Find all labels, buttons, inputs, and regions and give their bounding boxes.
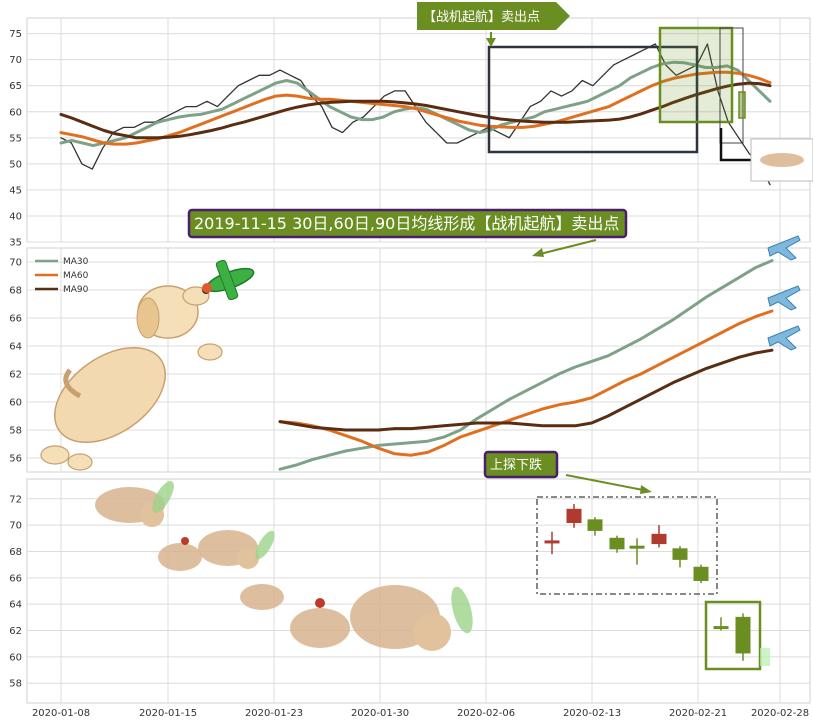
y-tick-label: 40 [9, 211, 22, 222]
rise-fall-box [483, 450, 559, 479]
plane-icon [767, 285, 801, 311]
banner-arrow-head [486, 38, 496, 47]
ma-title-arrow-head [532, 248, 544, 257]
legend-label-ma30: MA30 [63, 257, 89, 267]
ma-title-box [187, 208, 628, 239]
y-tick-label: 58 [9, 679, 22, 690]
rise-fall-text: 上探下跌 [490, 457, 542, 473]
plane-toy-illustration [202, 259, 255, 301]
y-tick-label: 60 [9, 107, 22, 118]
y-tick-label: 64 [9, 342, 22, 353]
series-ma90-price-panel [59, 81, 772, 140]
inset-thumbnail [750, 138, 813, 182]
y-tick-label: 50 [9, 159, 22, 170]
x-tick-label: 2020-01-23 [245, 708, 303, 719]
plane-icon [767, 235, 801, 261]
candle-signal-box [704, 600, 762, 671]
candle-body [629, 545, 645, 549]
x-tick-label: 2020-01-15 [139, 708, 197, 719]
y-tick-label: 64 [9, 600, 22, 611]
candle-body [651, 533, 667, 545]
y-tick-label: 65 [9, 81, 22, 92]
x-tick-label: 2020-01-30 [351, 708, 409, 719]
candle-body [735, 616, 751, 654]
y-tick-label: 60 [9, 398, 22, 409]
series-ma90-ma-panel [278, 348, 774, 432]
ma-title-text: 2019-11-15 30日,60日,90日均线形成【战机起航】卖出点 [194, 214, 619, 233]
y-tick-label: 62 [9, 370, 22, 381]
series-ma60-price-panel [59, 70, 772, 146]
annotation-rise-fall: 上探下跌 [483, 450, 652, 494]
annotation-ma-title: 2019-11-15 30日,60日,90日均线形成【战机起航】卖出点 [187, 208, 628, 257]
rise-fall-arrow-head [640, 485, 652, 494]
y-tick-label: 70 [9, 55, 22, 66]
series-ma30-ma-panel [278, 259, 774, 471]
candle-body [693, 566, 709, 581]
x-tick-label: 2020-01-08 [32, 708, 90, 719]
candle-body [713, 626, 729, 630]
rise-fall-arrow-line [565, 474, 644, 491]
candle-group-box [536, 496, 718, 595]
dog-illustration [40, 285, 223, 471]
y-tick-label: 66 [9, 573, 22, 584]
connector-line [719, 128, 751, 162]
y-tick-label: 75 [9, 29, 22, 40]
y-tick-label: 56 [9, 454, 22, 465]
faded-candle [760, 648, 770, 666]
y-tick-label: 62 [9, 626, 22, 637]
dogs-group-illustration [95, 481, 473, 651]
x-tick-label: 2020-02-13 [563, 708, 621, 719]
candle-body [672, 548, 688, 560]
mini-candle [738, 91, 746, 119]
x-tick-label: 2020-02-21 [669, 708, 727, 719]
y-tick-label: 60 [9, 652, 22, 663]
y-tick-label: 45 [9, 185, 22, 196]
signal-box [658, 26, 734, 124]
plane-icon [767, 325, 801, 351]
legend: MA30 MA60 MA90 [35, 257, 89, 295]
y-tick-label: 68 [9, 286, 22, 297]
candle-body [544, 540, 560, 544]
banner-text: 【战机起航】卖出点 [423, 9, 540, 25]
price-panel [26, 17, 811, 243]
y-tick-label: 35 [9, 238, 22, 249]
y-tick-label: 70 [9, 521, 22, 532]
legend-label-ma60: MA60 [63, 271, 89, 281]
y-tick-label: 55 [9, 133, 22, 144]
legend-label-ma90: MA90 [63, 285, 89, 295]
candle-body [566, 508, 582, 523]
y-tick-label: 72 [9, 494, 22, 505]
mini-box [719, 27, 744, 144]
x-tick-label: 2020-02-06 [457, 708, 515, 719]
candle-body [587, 519, 603, 531]
y-tick-label: 68 [9, 547, 22, 558]
banner-arrow-shape [417, 2, 570, 30]
y-tick-label: 58 [9, 426, 22, 437]
highlight-box [487, 45, 699, 154]
annotation-sell-point-banner: 【战机起航】卖出点 [417, 2, 570, 47]
ma-title-arrow-line [539, 239, 597, 255]
series-ma60-ma-panel [278, 309, 774, 457]
y-tick-label: 70 [9, 258, 22, 269]
y-tick-label: 66 [9, 314, 22, 325]
candle-body [609, 537, 625, 550]
x-tick-label: 2020-02-28 [751, 708, 809, 719]
